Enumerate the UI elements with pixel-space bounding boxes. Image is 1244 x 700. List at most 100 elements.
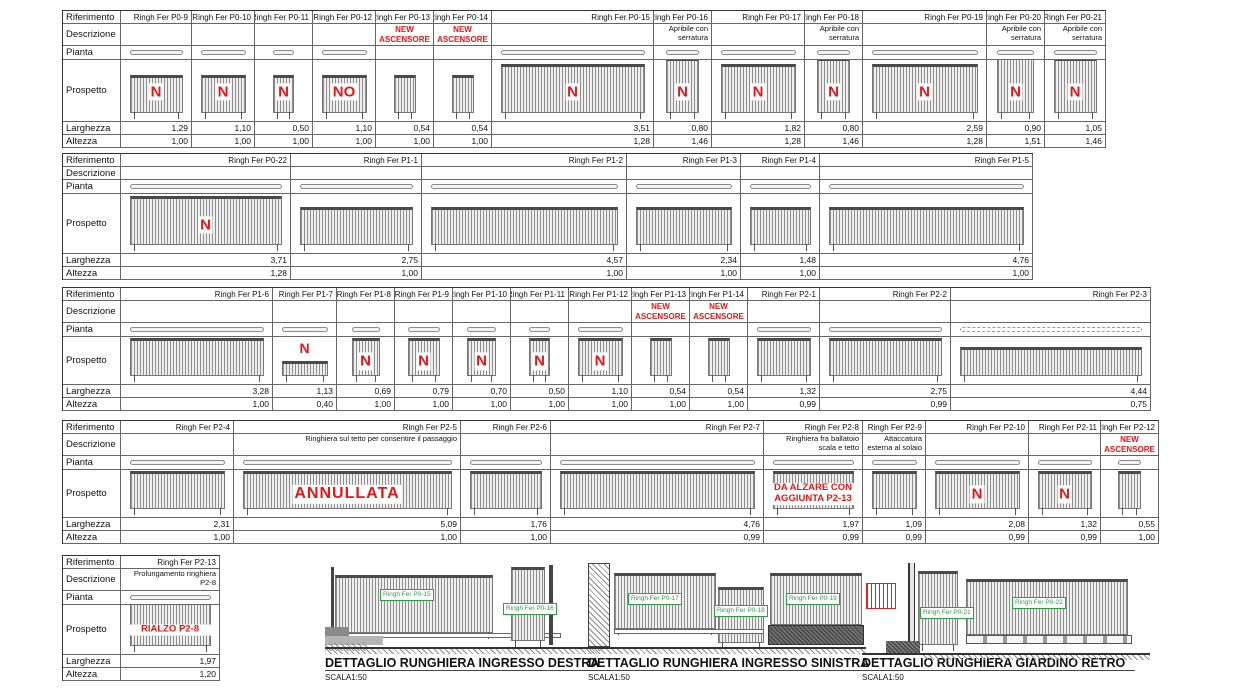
- row-label: Larghezza: [63, 254, 121, 267]
- height-value: 0,99: [820, 398, 951, 411]
- reference-cell: Ringh Fer P0-20: [987, 11, 1045, 24]
- row-label: Larghezza: [63, 385, 121, 398]
- plan-cell: [511, 323, 569, 337]
- width-value: 0,54: [376, 122, 434, 135]
- height-value: 1,00: [741, 267, 820, 280]
- railing-drawing: [649, 338, 672, 382]
- plan-cell: [805, 46, 863, 60]
- description-text: Prolungamento ringhiera P2-8: [133, 569, 216, 587]
- plan-cell: [951, 323, 1151, 337]
- elevation-cell: N: [1045, 60, 1106, 122]
- ground-hatch: [588, 649, 866, 654]
- description-cell: [820, 301, 951, 323]
- plan-view-bar: [959, 327, 1142, 332]
- description-cell: [863, 24, 987, 46]
- railing-drawing: [635, 207, 732, 251]
- row-label: Altezza: [63, 531, 121, 544]
- footing-hatch: [886, 641, 920, 653]
- plan-cell: [121, 46, 192, 60]
- plan-cell: [255, 46, 313, 60]
- plan-cell: [987, 46, 1045, 60]
- railing-drawing: [871, 471, 917, 515]
- height-value: 0,40: [273, 398, 337, 411]
- description-cell: Apribile con serratura: [1045, 24, 1106, 46]
- height-value: 1,00: [192, 135, 255, 148]
- railing-drawing: [756, 338, 811, 382]
- reference-cell: Ringh Fer P1-6: [121, 288, 273, 301]
- description-cell: [926, 434, 1029, 456]
- width-value: 0,70: [453, 385, 511, 398]
- step-block: [325, 627, 349, 636]
- reference-cell: Ringh Fer P0-9: [121, 11, 192, 24]
- reference-cell: Ringh Fer P0-11: [255, 11, 313, 24]
- height-value: 1,00: [395, 398, 453, 411]
- description-cell: [511, 301, 569, 323]
- row-label: Larghezza: [63, 518, 121, 531]
- reference-cell: Ringh Fer P1-3: [627, 154, 741, 167]
- red-note-overlay: N: [675, 83, 690, 101]
- height-value: 1,00: [453, 398, 511, 411]
- plan-cell: [121, 180, 291, 194]
- description-cell: [492, 24, 654, 46]
- plan-cell: [192, 46, 255, 60]
- plan-cell: [337, 323, 395, 337]
- description-text: Apribile con serratura: [1062, 24, 1102, 42]
- railing-drawing: [707, 338, 730, 382]
- red-note-overlay: N: [416, 352, 431, 371]
- plan-cell: [569, 323, 632, 337]
- reference-cell: Ringh Fer P0-12: [313, 11, 376, 24]
- description-cell: NEW ASCENSORE: [1101, 434, 1159, 456]
- reference-cell: Ringh Fer P2-11: [1029, 421, 1101, 434]
- width-value: 0,54: [434, 122, 492, 135]
- plan-cell: [764, 456, 863, 470]
- width-value: 2,34: [627, 254, 741, 267]
- detail-scale: SCALA1:50: [588, 673, 630, 682]
- height-value: 1,00: [690, 398, 748, 411]
- red-note-overlay: N: [276, 83, 291, 101]
- red-note-overlay: N: [969, 485, 985, 504]
- plan-view-bar: [407, 327, 440, 332]
- red-note-text: NEW ASCENSORE: [437, 24, 488, 44]
- plan-view-bar: [500, 50, 645, 55]
- height-value: 1,20: [121, 668, 220, 681]
- plan-cell: [434, 46, 492, 60]
- row-label: Riferimento: [63, 154, 121, 167]
- base-post-row: [966, 635, 1132, 644]
- height-value: 0,75: [951, 398, 1151, 411]
- width-value: 2,59: [863, 122, 987, 135]
- plan-cell: [748, 323, 820, 337]
- plan-view-bar: [577, 327, 623, 332]
- plan-cell: [1029, 456, 1101, 470]
- detail-drawing: Ringh Fer P0-17 Ringh Fer P0-18 Ringh Fe…: [588, 563, 866, 654]
- width-value: 2,08: [926, 518, 1029, 531]
- height-value: 1,00: [337, 398, 395, 411]
- bottom-rail-bar: [614, 629, 764, 634]
- reference-cell: Ringh Fer P1-1: [291, 154, 422, 167]
- height-value: 1,00: [121, 531, 234, 544]
- gate-post: [331, 567, 334, 645]
- plan-cell: [632, 323, 690, 337]
- width-value: 4,76: [820, 254, 1033, 267]
- description-cell: Ringhiera fra ballatoio scala e tetto: [764, 434, 863, 456]
- description-text: Ringhiera sul tetto per consentire il pa…: [305, 434, 457, 443]
- elevation-cell: N: [192, 60, 255, 122]
- width-value: 3,51: [492, 122, 654, 135]
- elevation-cell: [434, 60, 492, 122]
- row-label: Prospetto: [63, 337, 121, 385]
- reference-cell: Ringh Fer P0-15: [492, 11, 654, 24]
- height-value: 1,00: [820, 267, 1033, 280]
- plan-cell: [422, 180, 627, 194]
- row-label: Descrizione: [63, 301, 121, 323]
- elevation-cell: N: [492, 60, 654, 122]
- reference-cell: Ringh Fer P1-12: [569, 288, 632, 301]
- height-value: 1,46: [654, 135, 712, 148]
- retaining-wall: [768, 625, 864, 645]
- plan-view-bar: [529, 327, 550, 332]
- red-note-overlay: N: [148, 83, 164, 101]
- elevation-cell: [741, 194, 820, 254]
- detail-drawing: Ringh Fer P0-21 Ringh Fer P0-22: [862, 563, 1150, 660]
- elevation-cell: N: [712, 60, 805, 122]
- reference-cell: Ringh Fer P1-14: [690, 288, 748, 301]
- plan-view-bar: [129, 460, 225, 465]
- plan-view-bar: [1037, 460, 1092, 465]
